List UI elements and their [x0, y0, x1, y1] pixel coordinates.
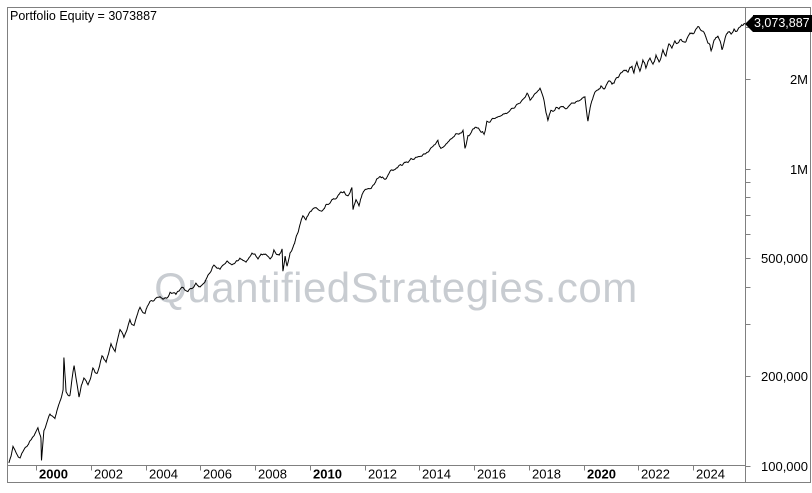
x-tick-label: 2016	[477, 467, 506, 482]
axis-labels: 2000 2002 2004 2006 2008 2010 2012 2014 2016 2018…	[39, 72, 808, 482]
x-tick-label: 2014	[422, 467, 451, 482]
axes	[7, 7, 811, 483]
equity-line-series	[8, 22, 747, 464]
x-tick-label: 2004	[149, 467, 178, 482]
x-tick-label: 2008	[258, 467, 287, 482]
chart-border	[7, 7, 811, 483]
last-value-label: 3,073,887	[753, 15, 812, 33]
watermark-text: QuantifiedStrategies.com	[154, 264, 638, 311]
x-tick-label: 2010	[313, 467, 342, 482]
chart-title: Portfolio Equity = 3073887	[10, 9, 157, 23]
last-value-tag: 3,073,887	[745, 15, 812, 33]
x-tick-label: 2018	[532, 467, 561, 482]
y-tick-label: 2M	[790, 72, 808, 87]
x-tick-label: 2022	[641, 467, 670, 482]
tag-arrow-icon	[745, 15, 753, 32]
y-tick-label: 100,000	[761, 459, 808, 474]
x-tick-label: 2006	[203, 467, 232, 482]
y-tick-label: 1M	[790, 162, 808, 177]
x-tick-label: 2024	[696, 467, 725, 482]
x-tick-label: 2020	[587, 467, 616, 482]
y-tick-label: 500,000	[761, 251, 808, 266]
x-tick-label: 2000	[39, 467, 68, 482]
x-tick-label: 2002	[94, 467, 123, 482]
x-tick-label: 2012	[368, 467, 397, 482]
equity-curve-path	[8, 22, 747, 464]
y-tick-label: 200,000	[761, 369, 808, 384]
